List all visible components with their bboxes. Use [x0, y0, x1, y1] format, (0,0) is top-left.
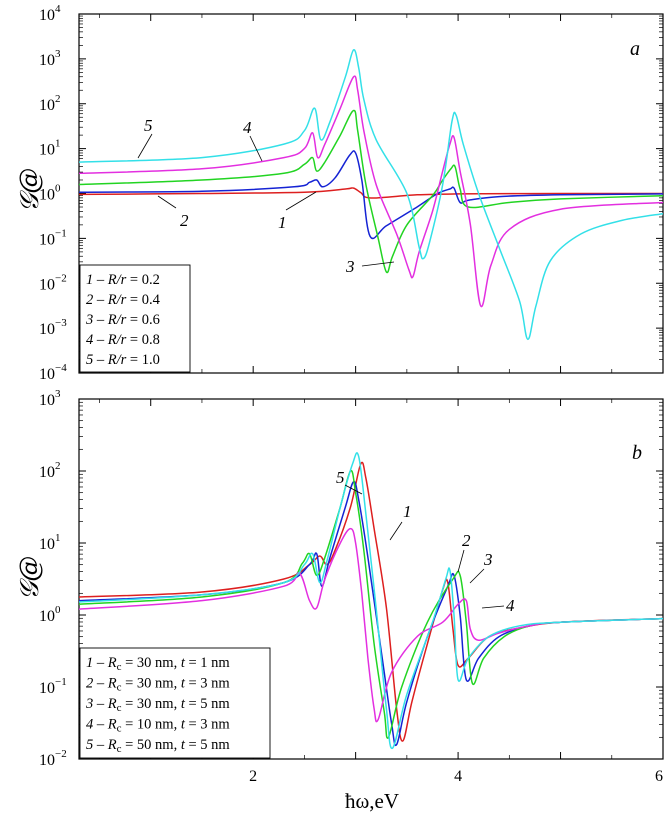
- series-line-a-5: [79, 49, 663, 341]
- series-line-b-4: [79, 527, 663, 723]
- panel-a-legend: 1 – R/r = 0.2 2 – R/r = 0.4 3 – R/r = 0.6 4…: [79, 264, 191, 373]
- curve-label-a-1-leader: [285, 191, 317, 211]
- curve-label-b-2-leader: [457, 549, 465, 573]
- panel-b-curve-labels: 5 1 2 3 4: [336, 468, 515, 615]
- y-tick-label: 103: [39, 388, 61, 409]
- panel-b-letter: b: [632, 442, 642, 464]
- y-tick-label: 103: [39, 48, 61, 69]
- legend-entry: 4 – Rc = 10 nm, t = 3 nm: [86, 717, 230, 735]
- panel-b-ticks: 10−2 10−1 100 101 102 103 2 4 6: [39, 388, 663, 785]
- series-line-a-4: [79, 75, 663, 308]
- curve-label-b-4: 4: [506, 596, 515, 615]
- x-tick-label: 4: [454, 768, 462, 785]
- panel-b-legend: 1 – Rc = 30 nm, t = 1 nm 2 – Rc = 30 nm, …: [79, 647, 271, 759]
- curve-label-a-4: 4: [243, 118, 252, 137]
- series-line-b-5: [79, 452, 663, 749]
- curve-label-b-3: 3: [483, 550, 493, 569]
- panel-a-legend-box: [79, 264, 191, 373]
- curve-label-a-4-leader: [249, 135, 263, 162]
- y-tick-label: 101: [39, 138, 61, 159]
- y-tick-label: 10−3: [39, 317, 67, 338]
- curve-label-b-2: 2: [462, 531, 471, 550]
- curve-label-b-5: 5: [336, 468, 345, 487]
- series-line-a-3: [79, 109, 663, 274]
- legend-entry: 2 – R/r = 0.4: [86, 292, 161, 308]
- panel-a-ticks: 10−4 10−3 10−2 10−1 100 101 102 103 104: [39, 3, 663, 383]
- curve-label-b-5-leader: [344, 484, 363, 495]
- y-tick-label: 10−2: [39, 272, 67, 293]
- curve-label-a-5: 5: [144, 116, 153, 135]
- legend-entry: 5 – Rc = 50 nm, t = 5 nm: [86, 737, 230, 755]
- curve-label-b-1-leader: [389, 521, 403, 541]
- curve-label-a-2: 2: [180, 211, 189, 230]
- legend-entry: 1 – R/r = 0.2: [86, 272, 160, 288]
- y-tick-label: 10−1: [39, 676, 67, 697]
- panel-b-legend-box: [79, 647, 271, 759]
- legend-entry: 1 – Rc = 30 nm, t = 1 nm: [86, 655, 230, 673]
- curve-label-a-3-leader: [361, 261, 395, 267]
- series-line-a-1: [79, 187, 663, 199]
- y-tick-label: 104: [39, 3, 61, 24]
- legend-entry: 3 – R/r = 0.6: [85, 312, 160, 328]
- y-tick-label: 102: [39, 93, 61, 114]
- curve-label-a-3: 3: [345, 257, 355, 276]
- y-tick-label: 10−4: [39, 362, 67, 383]
- curve-label-b-4-leader: [481, 605, 505, 609]
- curve-label-b-1: 1: [403, 502, 412, 521]
- x-axis-label: ħω,eV: [345, 789, 399, 813]
- legend-entry: 4 – R/r = 0.8: [86, 332, 160, 348]
- panel-a-letter: a: [630, 38, 640, 60]
- panel-b-frame: [78, 398, 664, 760]
- curve-label-a-5-leader: [137, 133, 153, 159]
- panel-b-ylabel: 𝒢@: [15, 556, 45, 601]
- y-tick-label: 10−2: [39, 748, 67, 769]
- panel-a: 10−4 10−3 10−2 10−1 100 101 102 103 104 a 𝒢@ 5 4…: [15, 3, 664, 383]
- y-tick-label: 100: [39, 183, 61, 204]
- panel-a-ylabel: 𝒢@: [15, 168, 45, 213]
- y-tick-label: 102: [39, 460, 61, 481]
- panel-b-series: [79, 452, 663, 749]
- x-tick-label: 2: [249, 768, 257, 785]
- series-line-b-2: [79, 480, 663, 747]
- curve-label-a-2-leader: [157, 195, 177, 209]
- x-tick-label: 6: [655, 768, 663, 785]
- y-tick-label: 101: [39, 532, 61, 553]
- y-tick-label: 100: [39, 604, 61, 625]
- legend-entry: 2 – Rc = 30 nm, t = 3 nm: [86, 676, 230, 694]
- legend-entry: 5 – R/r = 1.0: [86, 352, 160, 368]
- y-tick-label: 10−1: [39, 227, 67, 248]
- curve-label-a-1: 1: [278, 213, 287, 232]
- panel-b: 10−2 10−1 100 101 102 103 2 4 6 b 𝒢@ ħω,eV 5 1 2…: [15, 388, 664, 813]
- legend-entry: 3 – Rc = 30 nm, t = 5 nm: [85, 696, 230, 714]
- curve-label-b-3-leader: [469, 568, 485, 584]
- panel-a-series: [79, 49, 663, 341]
- panel-a-curve-labels: 5 4 2 1 3: [137, 116, 395, 276]
